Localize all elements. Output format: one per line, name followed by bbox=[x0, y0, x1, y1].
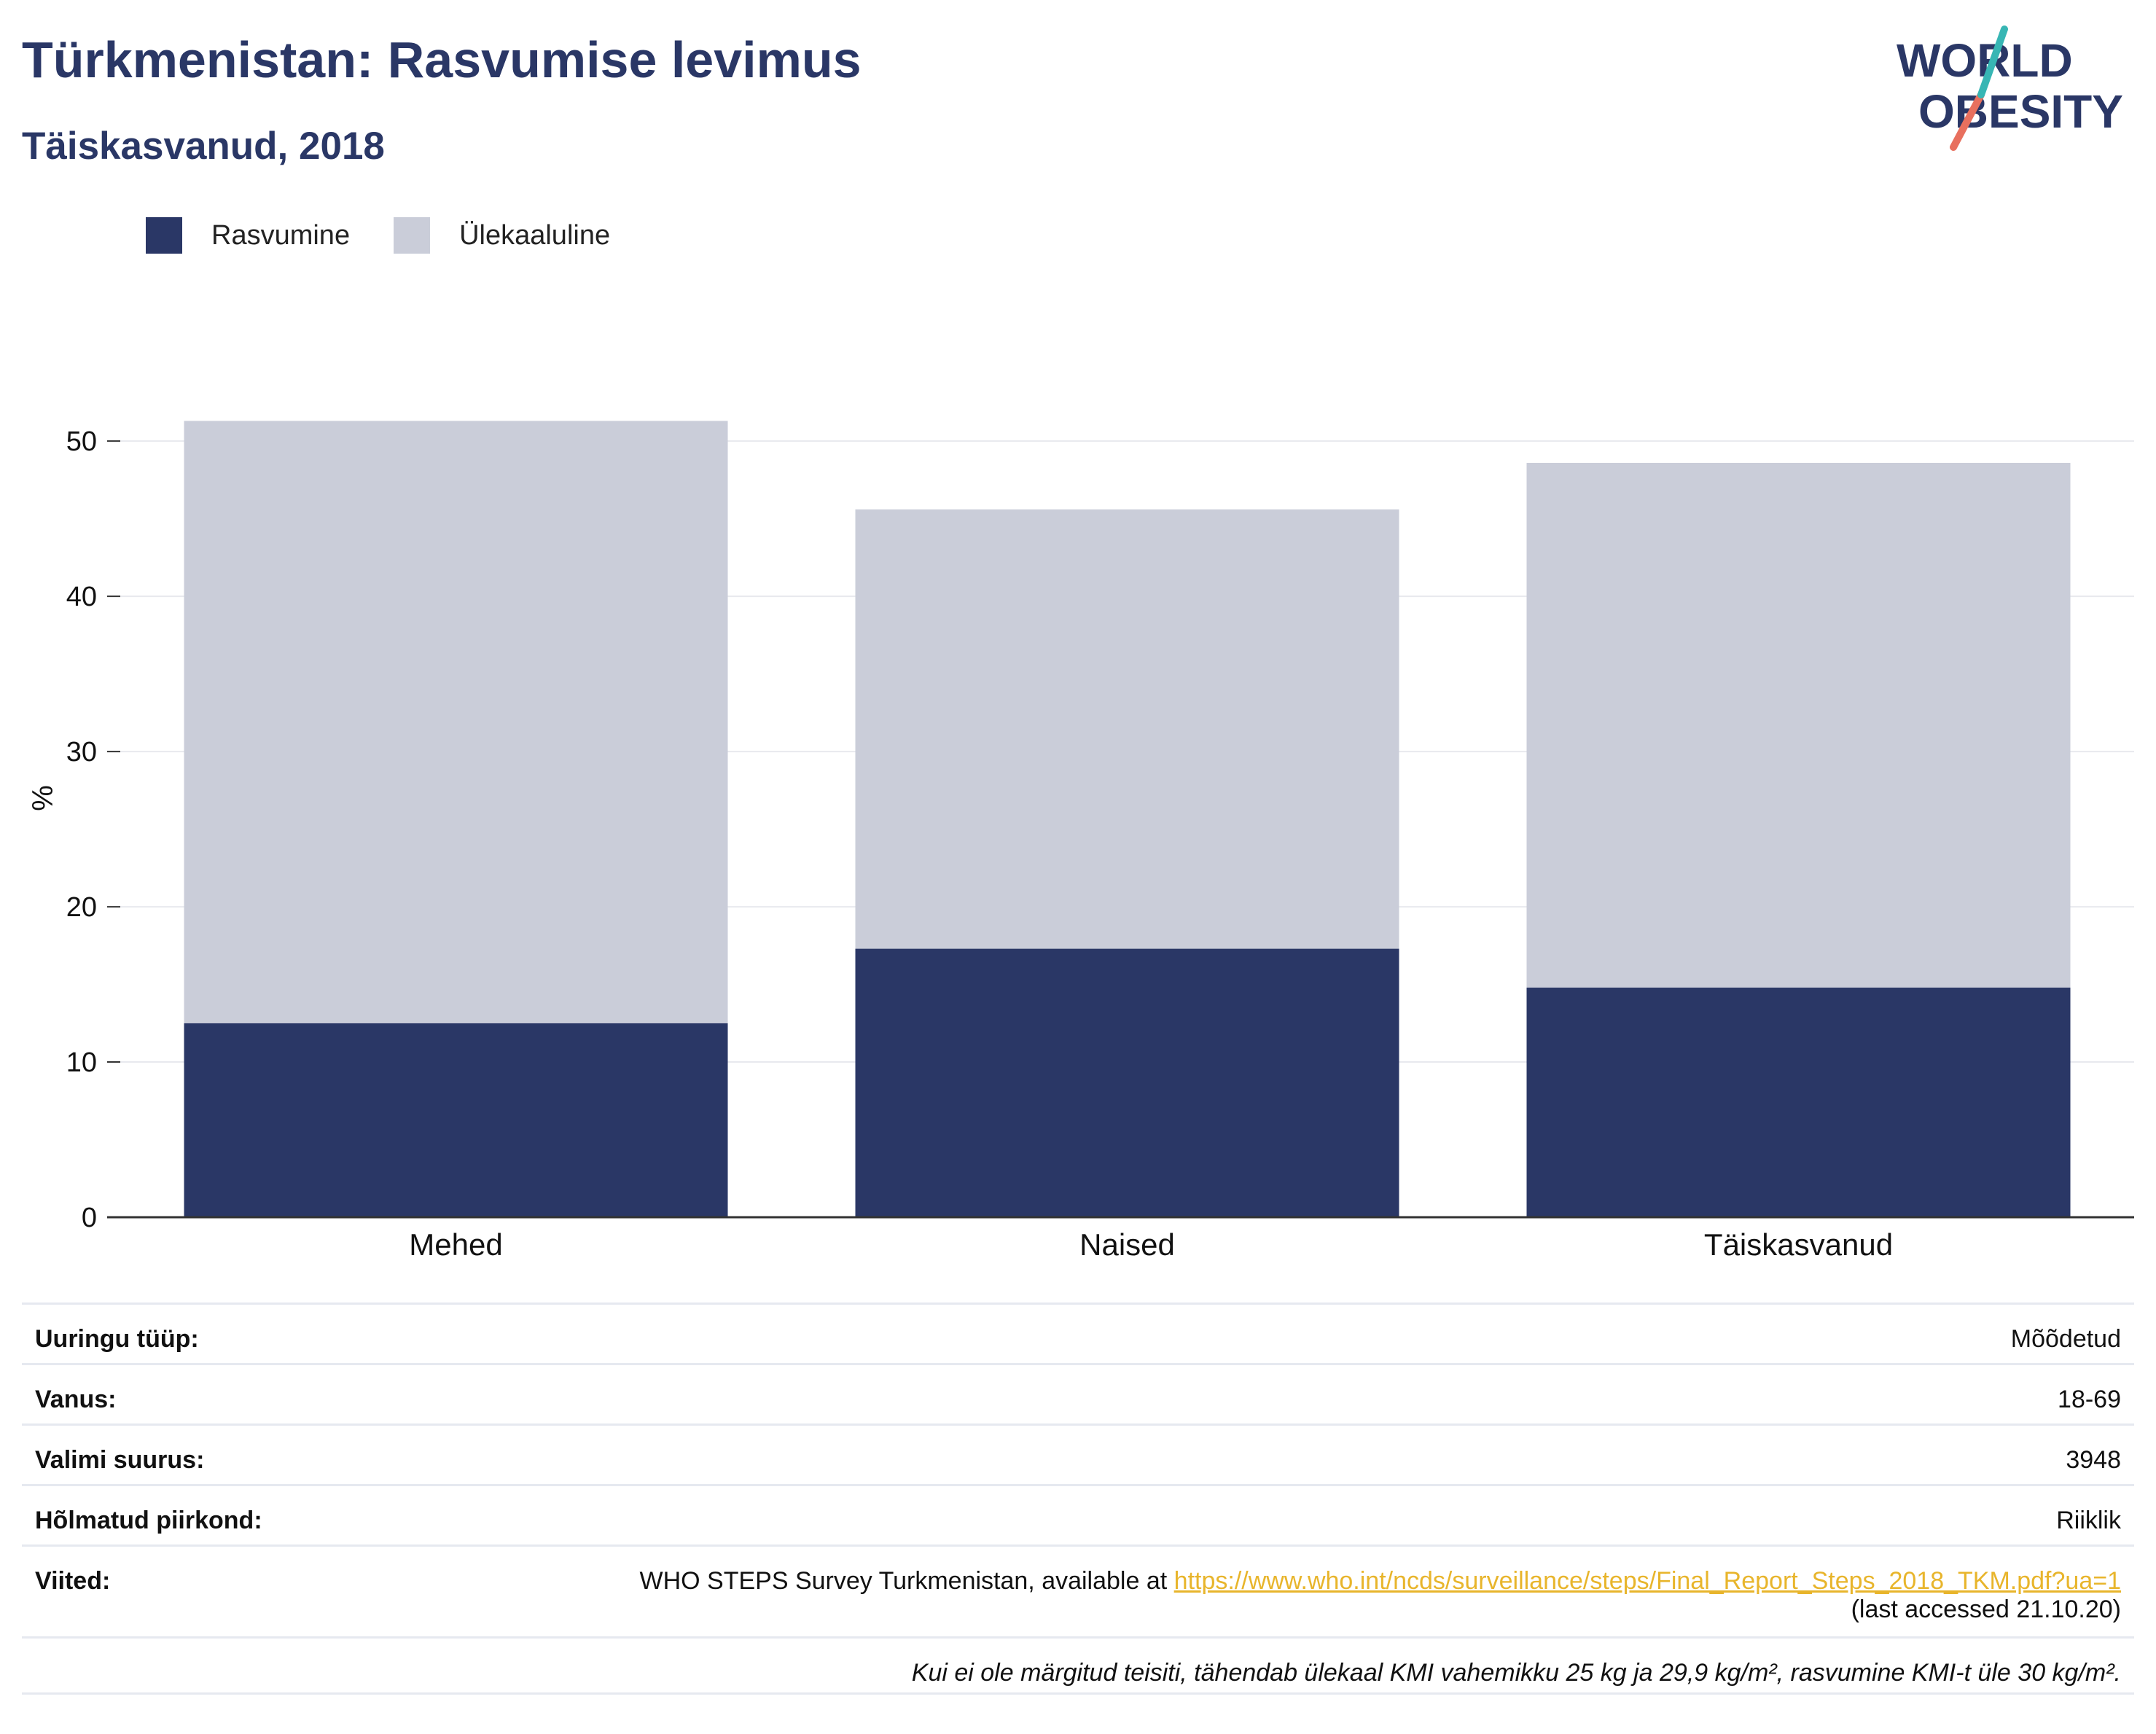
legend-label-ulekaaluline: Ülekaaluline bbox=[459, 219, 611, 251]
references-accessed: (last accessed 21.10.20) bbox=[1851, 1596, 2121, 1623]
meta-row-age: Vanus: 18-69 bbox=[22, 1363, 2134, 1423]
logo-line2: OBESITY bbox=[1918, 85, 2123, 138]
legend-label-rasvumine: Rasvumine bbox=[211, 219, 351, 251]
legend-item-ulekaaluline[interactable]: Ülekaaluline bbox=[394, 217, 610, 254]
x-tick-label-täiskasvanud: Täiskasvanud bbox=[1704, 1227, 1893, 1261]
world-obesity-logo: WORLD OBESITY bbox=[1897, 26, 2123, 151]
references-value: WHO STEPS Survey Turkmenistan, available… bbox=[639, 1567, 2121, 1624]
references-label: Viited: bbox=[35, 1567, 111, 1595]
bar-täiskasvanud-ülekaaluline bbox=[1526, 463, 2071, 988]
survey-type-value: Mõõdetud bbox=[2010, 1325, 2121, 1353]
meta-row-sample-size: Valimi suurus: 3948 bbox=[22, 1423, 2134, 1484]
area-label: Hõlmatud piirkond: bbox=[35, 1507, 262, 1534]
y-tick-label-20: 20 bbox=[66, 892, 97, 923]
legend-swatch-ulekaaluline bbox=[394, 217, 431, 254]
bar-täiskasvanud-rasvumine bbox=[1526, 987, 2071, 1217]
area-value: Riiklik bbox=[2056, 1507, 2121, 1534]
y-tick-label-30: 30 bbox=[66, 737, 97, 768]
meta-row-references: Viited: WHO STEPS Survey Turkmenistan, a… bbox=[22, 1544, 2134, 1636]
age-value: 18-69 bbox=[2058, 1386, 2121, 1413]
y-tick-label-10: 10 bbox=[66, 1047, 97, 1078]
sample-size-value: 3948 bbox=[2066, 1446, 2121, 1474]
sample-size-label: Valimi suurus: bbox=[35, 1446, 205, 1474]
references-text: WHO STEPS Survey Turkmenistan, available… bbox=[639, 1567, 1174, 1595]
age-label: Vanus: bbox=[35, 1386, 117, 1413]
meta-row-area: Hõlmatud piirkond: Riiklik bbox=[22, 1484, 2134, 1544]
y-tick-label-50: 50 bbox=[66, 426, 97, 457]
metadata-table: Uuringu tüüp: Mõõdetud Vanus: 18-69 Vali… bbox=[22, 1303, 2134, 1695]
legend-swatch-rasvumine bbox=[146, 217, 182, 254]
y-tick-label-0: 0 bbox=[82, 1203, 97, 1233]
bar-mehed-rasvumine bbox=[184, 1023, 728, 1217]
x-tick-label-mehed: Mehed bbox=[409, 1227, 502, 1261]
bar-naised-ülekaaluline bbox=[855, 509, 1399, 949]
y-tick-label-40: 40 bbox=[66, 582, 97, 612]
bar-mehed-ülekaaluline bbox=[184, 421, 728, 1023]
chart-legend: Rasvumine Ülekaaluline bbox=[146, 217, 654, 254]
meta-row-survey-type: Uuringu tüüp: Mõõdetud bbox=[22, 1303, 2134, 1363]
survey-type-label: Uuringu tüüp: bbox=[35, 1325, 199, 1353]
y-axis-label: % bbox=[27, 785, 59, 811]
stacked-bar-chart: 0 10 20 30 40 50% Mehed Naised Täiskasvanud bbox=[27, 421, 2134, 1261]
x-tick-label-naised: Naised bbox=[1079, 1227, 1175, 1261]
bar-naised-rasvumine bbox=[855, 948, 1399, 1217]
chart-title: Türkmenistan: Rasvumise levimus bbox=[22, 31, 862, 88]
definition-note: Kui ei ole märgitud teisiti, tähendab ül… bbox=[22, 1636, 2134, 1695]
chart-subtitle: Täiskasvanud, 2018 bbox=[22, 125, 385, 168]
references-link[interactable]: https://www.who.int/ncds/surveillance/st… bbox=[1173, 1567, 2121, 1595]
legend-item-rasvumine[interactable]: Rasvumine bbox=[146, 217, 350, 254]
